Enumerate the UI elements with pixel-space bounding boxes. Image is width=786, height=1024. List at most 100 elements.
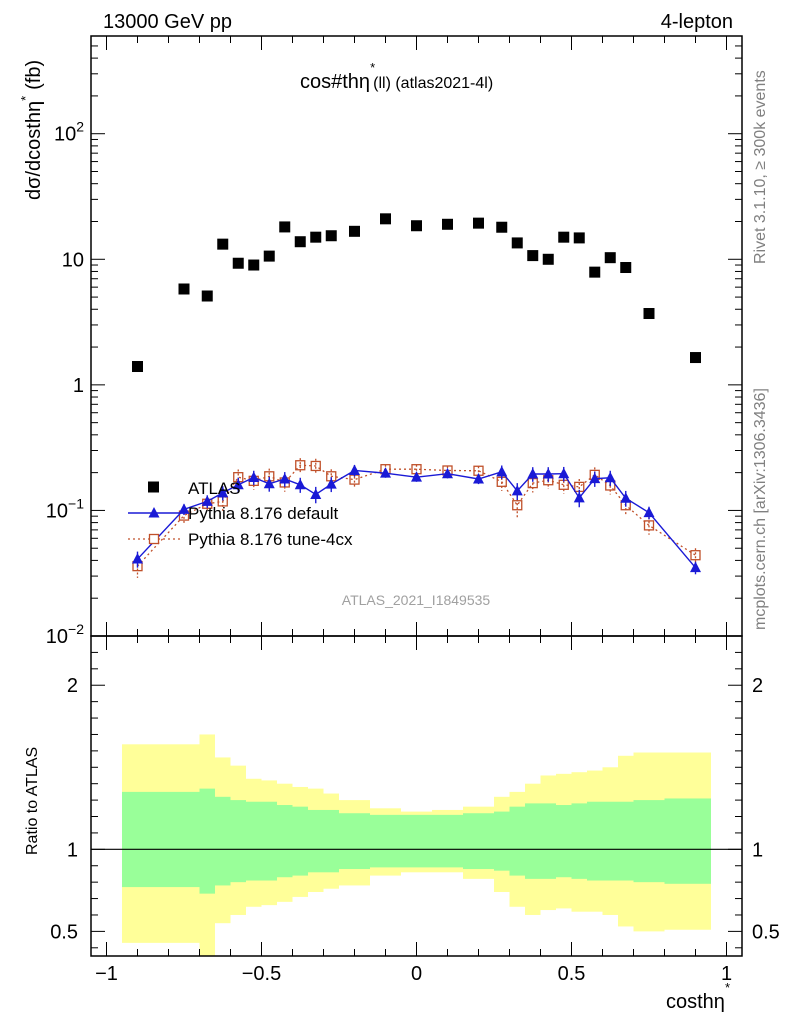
series-default-point — [511, 484, 523, 496]
series-default-point — [132, 553, 143, 564]
ratio-band-inner — [556, 805, 572, 878]
series-atlas-point — [411, 220, 422, 232]
y-tick-label: 10 — [62, 249, 84, 271]
series-atlas-point — [201, 290, 213, 302]
legend-atlas-label: ATLAS — [188, 479, 241, 498]
chart-title-sup: * — [370, 60, 375, 75]
series-tune-line — [137, 464, 696, 567]
ratio-panel-frame — [90, 635, 743, 957]
ratio-band-inner — [292, 806, 308, 876]
ratio-tick-label-right: 1 — [752, 839, 763, 861]
series-default-point — [442, 467, 453, 479]
ratio-band-inner — [122, 791, 169, 888]
series-default-point — [217, 486, 229, 498]
y-axis-title-unit: (fb) — [23, 60, 45, 90]
rivet-label: Rivet 3.1.10, ≥ 300k events — [752, 70, 769, 264]
x-axis-title-sup: * — [725, 980, 730, 995]
series-default-point — [589, 472, 601, 484]
ratio-y-axis-title: Ratio to ATLAS — [24, 747, 41, 855]
y-tick-label: 10−2 — [46, 621, 84, 648]
series-default-point — [349, 464, 360, 475]
x-axis-title: costhη* — [666, 980, 730, 1013]
series-default-point — [620, 492, 632, 503]
ratio-band-inner — [509, 806, 525, 876]
ratio-band-inner — [308, 809, 324, 873]
x-tick-label: 1 — [721, 963, 732, 985]
series-atlas-point — [604, 252, 616, 264]
mcplots-label: mcplots.cern.ch [arXiv:1306.3436] — [752, 388, 769, 630]
series-atlas-point — [132, 361, 143, 373]
y-tick-label-exp: −1 — [68, 495, 84, 511]
ratio-band-inner — [370, 814, 401, 868]
ratio-band-inner — [525, 803, 541, 879]
series-atlas-point — [558, 231, 570, 243]
ratio-tick-label: 1 — [67, 839, 78, 861]
ratio-band-inner — [261, 801, 277, 881]
y-tick-label: 10−1 — [46, 495, 84, 522]
chart-title-main: cos#thη — [300, 71, 370, 93]
ratio-band-inner — [618, 801, 634, 881]
series-atlas-point — [263, 250, 275, 262]
series-default-point — [542, 468, 554, 479]
chart-title-sub: (ll) (atlas2021-4l) — [373, 75, 493, 92]
legend-atlas-marker — [148, 481, 159, 493]
series-tune-point — [310, 460, 321, 472]
series-default-point — [643, 506, 655, 518]
y-tick-label-base: 10 — [62, 249, 84, 271]
ratio-band-inner — [339, 813, 370, 870]
series-atlas-point — [496, 221, 508, 233]
series-default-point — [496, 465, 508, 477]
series-default-point — [294, 478, 306, 490]
series-default-point — [178, 503, 190, 514]
series-atlas-point — [217, 238, 229, 250]
ratio-tick-label-right: 2 — [752, 675, 763, 697]
y-tick-label-base: 10 — [46, 626, 68, 648]
series-atlas-point — [690, 352, 701, 364]
series-tune-point — [643, 520, 655, 531]
header-left: 13000 GeV pp — [103, 11, 232, 33]
series-atlas-point — [473, 217, 484, 229]
y-tick-label: 102 — [54, 119, 84, 146]
ratio-band-inner — [199, 788, 215, 894]
series-default-point — [248, 471, 260, 482]
ratio-band-inner — [494, 811, 510, 871]
legend-default-label: Pythia 8.176 default — [188, 504, 339, 523]
header-right: 4-lepton — [661, 11, 733, 33]
series-atlas-point — [294, 236, 306, 248]
y-axis-title: dσ/dcosthη* (fb) — [18, 60, 45, 200]
ratio-band-inner — [401, 814, 432, 868]
series-tune-point — [690, 550, 701, 561]
ratio-band-inner — [602, 801, 618, 881]
series-default-point — [558, 467, 570, 479]
y-axis-title-main: dσ/dcosthη — [23, 101, 45, 200]
ratio-band-inner — [540, 803, 556, 879]
ratio-band-inner — [463, 813, 494, 870]
series-atlas-point — [527, 250, 539, 262]
series-tune-point — [295, 460, 306, 471]
series-atlas-point — [310, 231, 322, 243]
series-default-point — [380, 467, 391, 478]
y-tick-label-exp: −2 — [68, 621, 84, 637]
y-axis-title-sup: * — [18, 96, 33, 101]
legend-tune-marker — [148, 533, 160, 545]
legend-default-marker — [148, 507, 160, 518]
series-atlas-point — [349, 225, 360, 237]
y-tick-label-base: 1 — [73, 375, 84, 397]
series-atlas-point — [542, 253, 554, 265]
series-default-point — [473, 472, 484, 484]
series-atlas-point — [178, 283, 190, 295]
x-tick-label: −0.5 — [242, 963, 281, 985]
series-default-point — [232, 478, 244, 490]
ratio-band-inner — [571, 803, 587, 879]
x-tick-label: 0.5 — [558, 963, 586, 985]
ratio-band-inner — [323, 809, 339, 873]
series-default-point — [310, 488, 322, 499]
series-default-point — [411, 471, 422, 482]
series-default-point — [527, 468, 539, 479]
series-atlas-point — [589, 266, 601, 278]
series-default-point — [690, 561, 701, 573]
series-atlas-point — [279, 221, 291, 233]
ratio-band-inner — [168, 791, 200, 888]
